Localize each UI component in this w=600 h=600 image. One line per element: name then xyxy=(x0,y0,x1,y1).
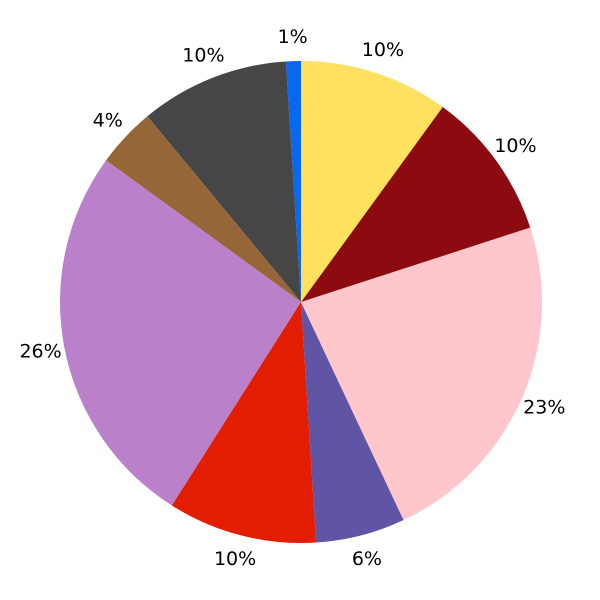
pie-slice-dark-red xyxy=(301,107,531,302)
pie-slice-label-dark-gray: 10% xyxy=(182,45,224,67)
pie-slice-label-red: 10% xyxy=(214,548,256,570)
pie-slice-label-orchid: 26% xyxy=(19,341,61,363)
pie-slice-blue xyxy=(285,61,301,302)
pie-slice-dark-gray xyxy=(147,61,301,303)
pie-slice-label-dark-red: 10% xyxy=(494,135,536,157)
pie-slice-label-slate-purple: 6% xyxy=(352,548,382,570)
pie-slice-yellow xyxy=(301,61,443,302)
pie-slice-label-blue: 1% xyxy=(278,26,308,48)
pie-slice-label-brown: 4% xyxy=(93,110,123,132)
pie-slice-red xyxy=(171,302,317,543)
pie-slice-label-yellow: 10% xyxy=(362,39,404,61)
pie-slice-label-pink: 23% xyxy=(523,396,565,418)
pie-slice-orchid xyxy=(60,160,301,506)
pie-slice-pink xyxy=(301,227,542,521)
pie-slice-brown xyxy=(106,116,301,302)
pie-slice-slate-purple xyxy=(301,302,404,543)
